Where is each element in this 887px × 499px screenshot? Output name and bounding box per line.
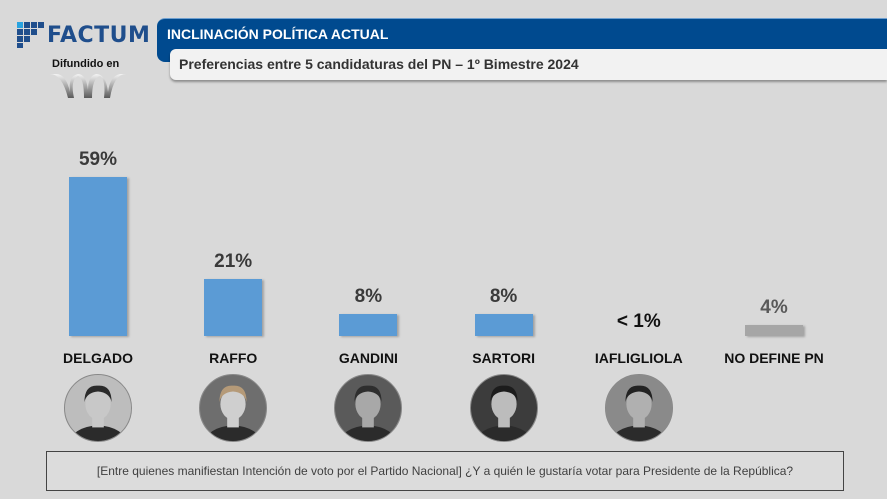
category-label-raffo: RAFFO <box>209 350 258 366</box>
bar-gandini <box>339 314 398 336</box>
sartori-photo <box>469 374 538 442</box>
tv-channel-logo-icon <box>50 74 126 98</box>
subtitle-banner: Preferencias entre 5 candidaturas del PN… <box>170 49 887 80</box>
raffo-photo <box>199 374 268 442</box>
category-label-gandini: GANDINI <box>338 350 398 366</box>
survey-question-box: [Entre quienes manifiestan Intención de … <box>46 451 844 491</box>
delgado-photo <box>64 374 132 442</box>
brand-name: FACTUM <box>47 23 151 48</box>
gandini-photo <box>334 374 403 442</box>
value-label-delgado: 59% <box>78 148 118 170</box>
distributed-label: Difundido en <box>52 58 120 70</box>
category-label-delgado: DELGADO <box>63 350 133 366</box>
value-label-raffo: 21% <box>214 251 253 273</box>
iafligliola-photo <box>604 374 673 442</box>
category-label-sartori: SARTORI <box>472 350 535 366</box>
value-label-iafligliola: < 1% <box>616 311 661 332</box>
page-title: INCLINACIÓN POLÍTICA ACTUAL <box>167 26 389 42</box>
category-label-iafligliola: IAFLIGLIOLA <box>594 350 683 366</box>
value-label-sartori: 8% <box>489 286 518 308</box>
bar-sartori <box>474 314 533 336</box>
value-label-gandini: 8% <box>354 286 383 308</box>
bar-delgado <box>69 176 127 336</box>
page-subtitle: Preferencias entre 5 candidaturas del PN… <box>179 56 579 72</box>
survey-question: [Entre quienes manifiestan Intención de … <box>96 464 794 478</box>
category-label-no-define-pn: NO DEFINE PN <box>724 350 824 366</box>
factum-logo: FACTUM Difundido en <box>16 22 156 102</box>
bar-raffo <box>204 279 263 336</box>
factum-logo-mark-icon <box>17 22 44 48</box>
bar-no-define-pn <box>745 325 803 336</box>
value-label-no-define-pn: 4% <box>760 297 788 319</box>
